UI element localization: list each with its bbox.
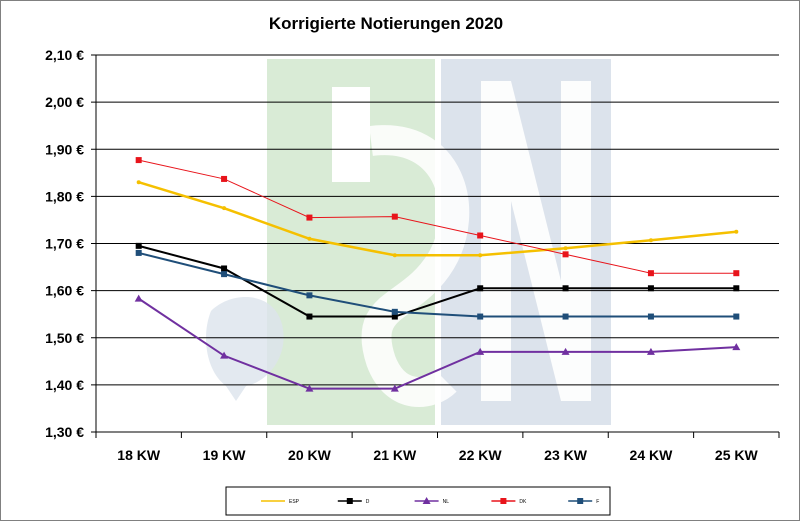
data-point-esp (648, 238, 653, 243)
data-point-nl (390, 384, 399, 392)
series-esp (136, 180, 739, 258)
watermark-letter-n (481, 81, 591, 401)
data-point-nl (305, 384, 314, 392)
data-point-d (135, 242, 142, 249)
watermark-letter-i (332, 87, 370, 182)
x-tick-label: 25 KW (715, 447, 759, 463)
data-point-esp (392, 253, 397, 258)
series-f (135, 249, 740, 320)
watermark-pig-silhouette (206, 297, 284, 401)
data-point-dk (306, 214, 313, 221)
data-point-f (477, 313, 484, 320)
chart-title: Korrigierte Notierungen 2020 (269, 14, 503, 33)
legend-label-nl: NL (443, 499, 450, 505)
y-axis: 1,30 € 1,40 € 1,50 € 1,60 € 1,70 € 1,80 € 1,90… (45, 47, 97, 440)
data-point-dk (391, 213, 398, 220)
data-point-dk (733, 270, 740, 277)
data-point-esp (222, 206, 227, 211)
y-tick-label: 1,40 € (45, 377, 84, 393)
x-tick-label: 24 KW (630, 447, 674, 463)
data-point-nl (646, 347, 655, 355)
isn-logo-watermark (206, 59, 611, 425)
x-tick-label: 22 KW (459, 447, 503, 463)
y-tick-label: 2,10 € (45, 47, 84, 63)
data-point-nl (220, 351, 229, 359)
series-nl (134, 294, 741, 392)
series-line-dk (138, 159, 737, 274)
x-tick-label: 23 KW (544, 447, 588, 463)
data-point-f (135, 249, 142, 256)
data-point-dk (562, 251, 569, 258)
legend-marker-d (346, 498, 353, 504)
y-tick-label: 1,80 € (45, 188, 84, 204)
legend-marker-nl (422, 497, 431, 504)
data-point-f (562, 313, 569, 320)
data-point-esp (136, 180, 141, 185)
legend: ESP D NL DK F (225, 486, 611, 516)
data-point-dk (135, 157, 142, 164)
data-point-nl (732, 343, 741, 351)
y-tick-label: 2,00 € (45, 94, 84, 110)
series-line-nl (138, 297, 737, 390)
y-tick-label: 1,90 € (45, 141, 84, 157)
data-point-d (562, 285, 569, 292)
data-point-esp (734, 229, 739, 234)
series-line-f (138, 251, 737, 318)
data-point-f (647, 313, 654, 320)
legend-marker-f (577, 498, 584, 504)
data-point-d (647, 285, 654, 292)
x-tick-label: 20 KW (288, 447, 332, 463)
data-point-d (306, 313, 313, 320)
legend-label-f: F (596, 499, 599, 505)
data-point-nl (561, 347, 570, 355)
data-point-f (221, 271, 228, 278)
data-point-d (477, 285, 484, 292)
data-point-nl (134, 294, 143, 302)
legend-label-dk: DK (519, 499, 527, 505)
y-tick-label: 1,60 € (45, 283, 84, 299)
data-point-dk (647, 270, 654, 277)
data-point-f (391, 308, 398, 315)
x-axis: 18 KW 19 KW 20 KW 21 KW 22 KW 23 KW 24 KW 25 KW (95, 431, 780, 463)
data-point-d (221, 265, 228, 272)
data-point-dk (221, 175, 228, 182)
legend-marker-dk (500, 498, 507, 504)
data-point-f (306, 292, 313, 299)
series-line-esp (138, 181, 737, 257)
data-point-dk (477, 232, 484, 239)
series-d (135, 242, 740, 320)
series-dk (135, 157, 740, 277)
data-point-esp (563, 246, 568, 251)
data-point-nl (476, 347, 485, 355)
y-tick-label: 1,70 € (45, 236, 84, 252)
data-point-d (391, 313, 398, 320)
y-tick-label: 1,50 € (45, 330, 84, 346)
x-tick-label: 21 KW (373, 447, 417, 463)
legend-label-esp: ESP (289, 499, 300, 505)
watermark-letter-s (361, 125, 470, 407)
x-tick-label: 18 KW (117, 447, 161, 463)
y-tick-label: 1,30 € (45, 424, 84, 440)
data-point-esp (478, 253, 483, 258)
series-line-d (138, 244, 737, 318)
legend-label-d: D (366, 499, 370, 505)
series-layer (134, 157, 741, 392)
data-point-d (733, 285, 740, 292)
data-point-esp (307, 236, 312, 241)
x-tick-label: 19 KW (203, 447, 247, 463)
data-point-f (733, 313, 740, 320)
